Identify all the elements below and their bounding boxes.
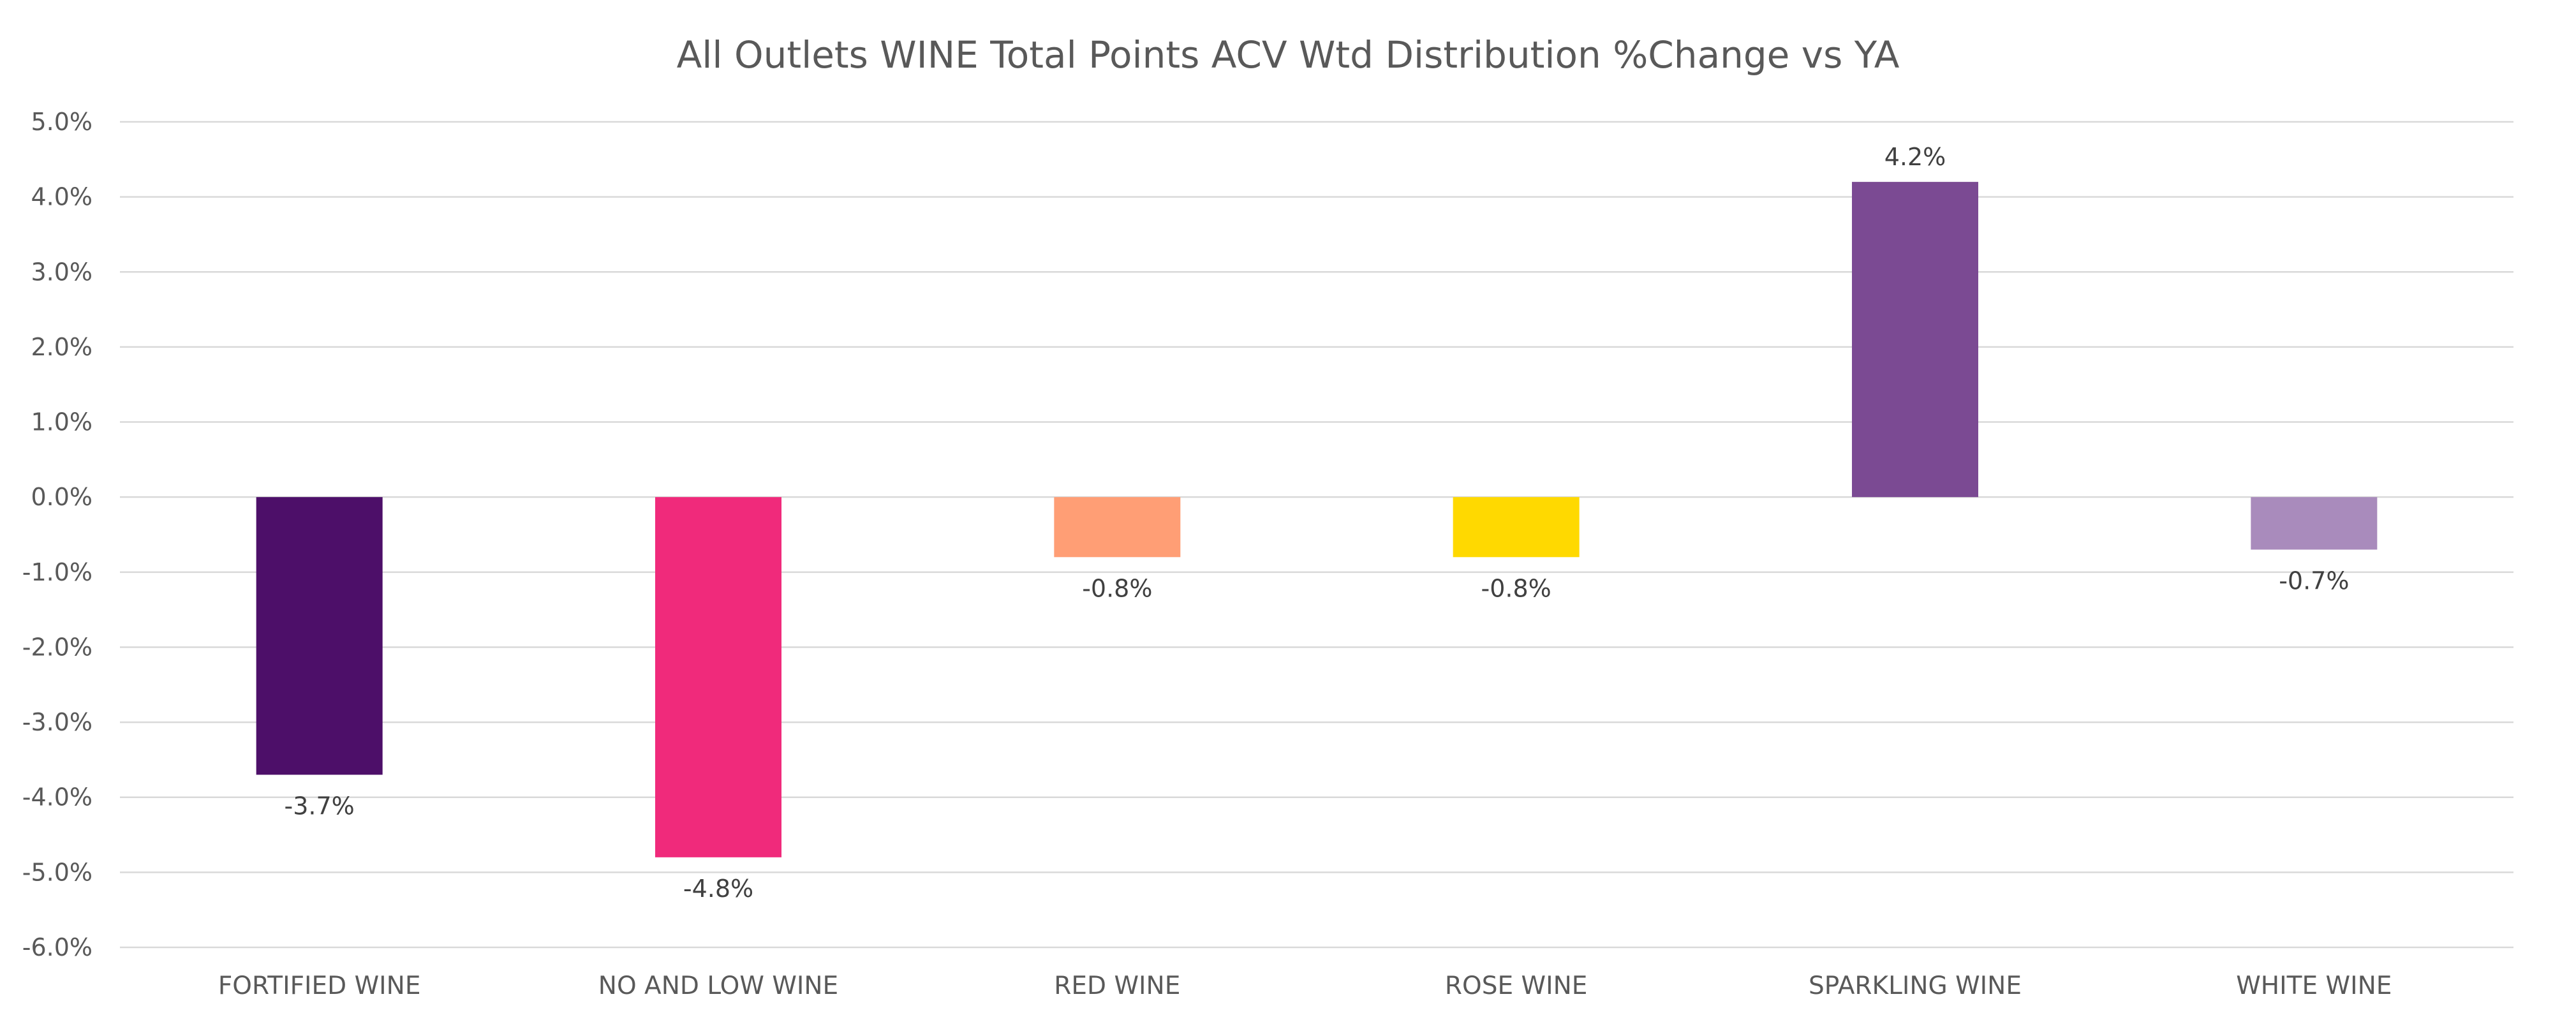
y-tick-label: -1.0% [22,558,93,586]
y-tick-label: -5.0% [22,858,93,886]
category-label: ROSE WINE [1445,972,1587,1000]
category-label: RED WINE [1054,972,1180,1000]
y-axis-tick-labels: 5.0% 4.0% 3.0% 2.0% 1.0% 0.0% -1.0% -2.0% -3.0% -… [22,108,93,961]
category-label: WHITE WINE [2236,972,2392,1000]
category-label: NO AND LOW WINE [598,972,838,1000]
gridlines [120,121,2513,949]
bars [256,182,2378,857]
y-tick-label: -2.0% [22,633,93,661]
bar [1453,497,1580,558]
y-tick-label: 5.0% [31,108,93,136]
y-tick-label: -3.0% [22,708,93,736]
y-tick-label: 3.0% [31,258,93,286]
data-label: 4.2% [1884,143,1946,171]
y-tick-label: 1.0% [31,408,93,436]
bar [1852,182,1978,498]
y-tick-label: -4.0% [22,783,93,811]
category-label: FORTIFIED WINE [218,972,421,1000]
data-label: -0.8% [1082,574,1152,602]
y-tick-label: -6.0% [22,933,93,961]
category-label: SPARKLING WINE [1809,972,2022,1000]
data-labels: -3.7% -4.8% -0.8% -0.8% 4.2% -0.7% [285,143,2350,903]
data-label: -0.8% [1481,574,1551,602]
data-label: -4.8% [683,875,753,903]
bar [2251,497,2378,550]
y-tick-label: 4.0% [31,183,93,211]
data-label: -3.7% [285,792,355,820]
y-tick-label: 0.0% [31,483,93,511]
bar [1054,497,1181,558]
data-label: -0.7% [2279,567,2349,595]
chart-title: All Outlets WINE Total Points ACV Wtd Di… [677,33,1900,77]
bar [256,497,383,775]
x-axis-category-labels: FORTIFIED WINE NO AND LOW WINE RED WINE ROS… [218,972,2392,1000]
bar [655,497,781,857]
y-tick-label: 2.0% [31,333,93,361]
